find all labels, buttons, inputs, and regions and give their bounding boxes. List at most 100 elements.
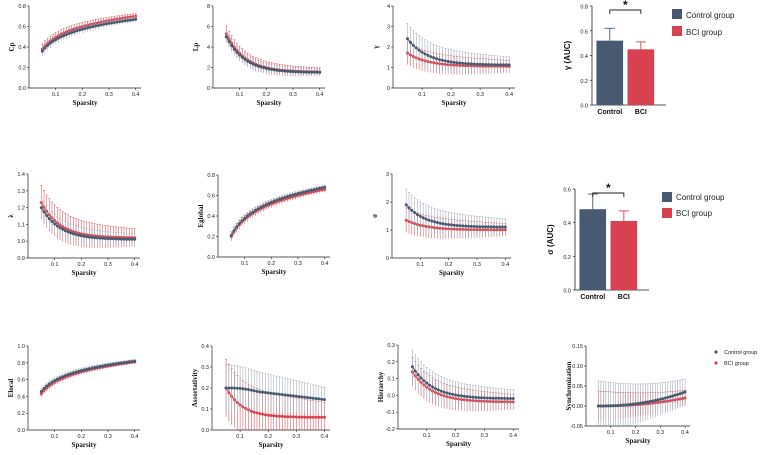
hierarchy-control-point	[431, 385, 435, 389]
cp-bci-point	[131, 15, 135, 19]
elocal-control-point	[42, 386, 46, 390]
lp-control-point	[272, 68, 276, 72]
panel-lp: 0 2 4 6 8 0.1 0.2 0.3 0.4 Sparsity Lp	[192, 4, 325, 107]
cp-xlabel: Sparsity	[73, 99, 98, 107]
lp-control-point	[304, 70, 308, 74]
hierarchy-control-point	[422, 379, 426, 383]
sigma-series-bci	[404, 207, 507, 239]
panel-gamma: 0 1 2 3 4 0.1 0.2 0.3 0.4 Sparsity γ	[372, 4, 515, 107]
eglobal-xlabel: Sparsity	[262, 268, 287, 276]
eglobal-xtick-label: 0.2	[268, 261, 276, 267]
lambda-control-point	[71, 232, 75, 236]
gamma_auc-bar-bci	[627, 49, 655, 105]
hierarchy-control-point	[503, 396, 507, 400]
gamma-control-point	[432, 56, 436, 60]
synchronization-control-point	[606, 404, 610, 408]
lambda-control-point	[39, 206, 43, 210]
elocal-control-point	[103, 364, 107, 367]
cp-control-point	[48, 41, 52, 45]
sigma-control-point	[435, 221, 439, 224]
gamma-control-point	[504, 63, 508, 67]
panel-cp: 0.0 0.2 0.4 0.6 0.8 0.1 0.2 0.3 0.4 Sparsity Cp	[8, 4, 141, 107]
gamma-control-point	[490, 63, 494, 67]
hierarchy-xtick-label: 0.4	[509, 433, 517, 439]
assortativity-bci-point	[269, 414, 273, 417]
eglobal-series-bci	[229, 186, 327, 241]
cp-control-point	[59, 35, 63, 39]
cp-control-point	[56, 36, 60, 40]
lambda-control-point	[93, 236, 97, 240]
cp-control-point	[40, 49, 44, 53]
cp-control-point	[102, 22, 106, 26]
panel-lambda: 0.9 1.0 1.1 1.2 1.3 1.4 0.1 0.2 0.3 0.4 Sparsity λ	[7, 172, 140, 277]
elocal-ytick-label: 0.6	[17, 378, 25, 384]
cp-control-point	[99, 23, 103, 27]
sigma-control-point	[413, 211, 417, 215]
eglobal-control-point	[301, 190, 305, 194]
elocal-control-point	[85, 367, 89, 371]
panel-eglobal: 0.0 0.2 0.4 0.6 0.8 0.1 0.2 0.3 0.4 Sparsity Eglob…	[197, 173, 330, 276]
synchronization-control-point	[646, 400, 650, 404]
assortativity-control-point	[308, 396, 312, 400]
sigma-control-point	[472, 225, 476, 228]
lp-control-point	[230, 44, 234, 48]
synchronization-control-point	[668, 395, 672, 399]
legend-top-bci-label: BCI group	[686, 28, 723, 37]
synchronization-control-point	[629, 402, 633, 406]
elocal-ylabel: Elocal	[7, 379, 15, 398]
hierarchy-control-point	[419, 376, 423, 380]
lp-control-point	[259, 65, 263, 69]
assortativity-xtick-label: 0.4	[321, 434, 329, 440]
cp-xtick-label: 0.1	[52, 92, 60, 98]
assortativity-control-point	[263, 391, 267, 395]
elocal-control-point	[61, 375, 65, 379]
lp-control-point	[299, 70, 303, 74]
assortativity-bci-point	[272, 414, 276, 418]
cp-control-point	[43, 46, 47, 50]
sigma-control-point	[503, 225, 507, 229]
eglobal-ytick-label: 0.4	[207, 214, 215, 220]
eglobal-control-point	[277, 197, 281, 201]
sigma-control-point	[461, 224, 465, 228]
hierarchy-control-point	[413, 369, 417, 373]
sigma-control-point	[407, 206, 411, 210]
synchronization-control-point	[614, 404, 618, 408]
elocal-control-point	[77, 369, 81, 373]
eglobal-control-point	[288, 194, 292, 198]
assortativity-bci-point	[294, 415, 298, 419]
gamma-control-point	[461, 61, 465, 65]
lp-control-point	[296, 70, 300, 74]
hierarchy-ytick-label: 0.0	[387, 393, 395, 399]
synchronization-control-point	[648, 399, 652, 403]
assortativity-control-point	[320, 397, 324, 401]
synchronization-control-point	[604, 404, 608, 408]
cp-control-point	[62, 34, 66, 38]
synchronization-ylabel: Synchronization	[565, 361, 573, 410]
eglobal-control-point	[232, 229, 236, 233]
lambda-control-point	[66, 230, 70, 234]
lambda-control-point	[42, 210, 46, 214]
gamma-control-point	[487, 63, 491, 67]
elocal-xtick-label: 0.4	[131, 434, 139, 440]
assortativity-ylabel: Assortativity	[191, 368, 199, 407]
assortativity-bci-point	[292, 415, 295, 419]
assortativity-xlabel: Sparsity	[259, 441, 284, 449]
sigma_auc-bar-control	[579, 209, 607, 290]
hierarchy-ytick-label: 0.3	[387, 343, 395, 349]
eglobal-xtick-label: 0.4	[321, 261, 329, 267]
lambda-control-point	[119, 237, 123, 241]
gamma-control-point	[414, 46, 418, 50]
cp-control-point	[112, 21, 116, 24]
elocal-control-point	[114, 362, 118, 366]
assortativity-control-point	[244, 387, 248, 391]
synchronization-control-point	[683, 390, 687, 394]
assortativity-xtick-label: 0.3	[292, 434, 300, 440]
hierarchy-ylabel: Hierarchy	[377, 371, 385, 402]
elocal-control-point	[63, 374, 67, 378]
assortativity-control-point	[235, 386, 239, 390]
elocal-ytick-label: 0.2	[17, 411, 25, 417]
sigma_auc-ytick-label: 0.6	[563, 188, 571, 194]
assortativity-control-point	[238, 386, 242, 390]
sigma-control-point	[495, 225, 499, 229]
assortativity-series-control	[224, 364, 326, 412]
